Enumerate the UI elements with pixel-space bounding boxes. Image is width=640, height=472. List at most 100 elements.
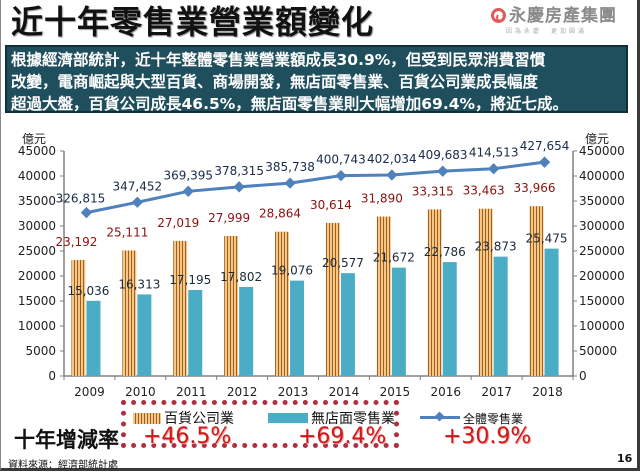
line-marker-total-retail <box>487 163 500 175</box>
right-axis-tick-label: 300000 <box>579 219 625 233</box>
line-marker-total-retail <box>437 165 449 177</box>
data-label-non-store: 16,313 <box>118 277 160 291</box>
data-label-department-store: 27,999 <box>208 211 250 225</box>
left-axis-tick-label: 30000 <box>18 219 56 233</box>
left-axis-tick-label: 25000 <box>18 244 56 258</box>
line-total-retail <box>86 160 545 215</box>
data-label-total-retail: 409,683 <box>418 148 468 162</box>
x-axis-tick-label: 2013 <box>278 385 309 399</box>
data-label-total-retail: 427,654 <box>520 139 570 153</box>
left-axis-unit: 億元 <box>22 132 46 146</box>
line-marker-total-retail <box>233 181 245 193</box>
logo-text: 永慶房產集團 <box>509 6 617 26</box>
data-label-total-retail: 347,452 <box>113 179 163 193</box>
data-source: 資料來源：經濟部統計處 <box>8 460 118 471</box>
right-axis-unit: 億元 <box>585 132 609 146</box>
legend-item-total-retail: 全體零售業 <box>420 410 523 427</box>
left-axis-tick-label: 10000 <box>18 319 56 333</box>
data-label-non-store: 22,786 <box>424 245 466 259</box>
right-axis-tick-label: 150000 <box>579 294 625 308</box>
x-axis-tick-label: 2018 <box>532 385 563 399</box>
bar-non-store <box>137 294 152 376</box>
bar-non-store <box>544 248 559 376</box>
data-label-department-store: 30,614 <box>310 198 352 212</box>
data-label-department-store: 33,463 <box>463 184 505 198</box>
bar-non-store <box>86 300 101 376</box>
right-axis-tick-label: 200000 <box>579 269 625 283</box>
logo-tagline: 因為永慶 更加圓滿 <box>506 28 588 35</box>
right-axis-tick-label: 100000 <box>579 319 625 333</box>
data-label-department-store: 31,890 <box>361 192 403 206</box>
data-label-non-store: 19,076 <box>271 264 313 278</box>
right-axis-tick-label: 450000 <box>579 144 625 158</box>
data-label-non-store: 17,802 <box>220 270 262 284</box>
legend-item-non-store: 無店面零售業 <box>268 408 395 428</box>
legend-item-department-store: 百貨公司業 <box>133 408 234 428</box>
x-axis-tick-label: 2017 <box>481 385 512 399</box>
x-axis-tick-label: 2009 <box>74 385 105 399</box>
right-axis-tick-label: 350000 <box>579 194 625 208</box>
left-axis-tick-label: 35000 <box>18 194 56 208</box>
growth-rate-department-store: +46.5% <box>143 424 232 449</box>
highlight-box <box>121 400 399 448</box>
right-axis-tick-label: 250000 <box>579 244 625 258</box>
x-axis-tick-label: 2011 <box>176 385 207 399</box>
legend-swatch-striped <box>133 413 161 424</box>
summary-box: 根據經濟部統計，近十年整體零售業營業額成長30.9%，但受到民眾消費習慣 改變，… <box>5 45 628 113</box>
line-marker-total-retail <box>538 156 551 168</box>
summary-line: 根據經濟部統計，近十年整體零售業營業額成長30.9%，但受到民眾消費習慣 <box>11 51 546 69</box>
data-label-total-retail: 385,738 <box>265 160 315 174</box>
data-label-non-store: 25,475 <box>526 232 568 246</box>
legend-line-marker <box>420 416 460 419</box>
bar-department-store <box>122 250 137 376</box>
right-axis-tick-label: 400000 <box>579 169 625 183</box>
data-label-department-store: 28,864 <box>259 207 301 221</box>
legend-label: 百貨公司業 <box>164 411 234 427</box>
line-marker-total-retail <box>386 169 398 181</box>
right-axis-tick-label: 0 <box>579 369 587 383</box>
data-label-department-store: 33,315 <box>412 184 454 198</box>
bar-non-store <box>493 256 508 376</box>
bar-department-store <box>325 222 340 376</box>
bar-non-store <box>442 262 457 376</box>
data-label-total-retail: 400,743 <box>316 153 366 167</box>
page-number: 16 <box>617 452 633 465</box>
left-axis-tick-label: 45000 <box>18 144 56 158</box>
x-axis-tick-label: 2010 <box>125 385 156 399</box>
logo-icon <box>491 8 506 23</box>
line-marker-total-retail <box>335 169 347 182</box>
bar-department-store <box>376 216 391 376</box>
line-marker-total-retail <box>80 206 93 219</box>
x-axis-tick-label: 2012 <box>227 385 258 399</box>
bar-non-store <box>340 273 355 376</box>
bar-non-store <box>391 267 406 376</box>
bar-department-store <box>224 236 239 376</box>
x-axis-tick-label: 2016 <box>430 385 461 399</box>
growth-rate-non-store: +69.4% <box>298 424 387 449</box>
left-axis-tick-label: 0 <box>48 369 56 383</box>
bar-department-store <box>173 240 188 376</box>
growth-rate-title: 十年增減率 <box>14 428 119 452</box>
left-axis-tick-label: 5000 <box>25 344 56 358</box>
data-label-total-retail: 378,315 <box>214 164 264 178</box>
data-label-non-store: 17,195 <box>169 273 211 287</box>
legend-label: 無店面零售業 <box>311 411 395 427</box>
data-label-non-store: 21,672 <box>373 251 415 265</box>
growth-rate-total-retail: +30.9% <box>443 424 532 449</box>
bar-department-store <box>275 231 290 376</box>
bar-department-store <box>478 208 493 376</box>
left-axis-tick-label: 20000 <box>18 269 56 283</box>
x-axis-tick-label: 2015 <box>380 385 411 399</box>
company-logo: 永慶房產集團 <box>491 6 617 26</box>
summary-line: 改變，電商崛起與大型百貨、商場開發，無店面零售業、百貨公司業成長幅度 <box>11 73 539 91</box>
legend-label: 全體零售業 <box>463 412 524 426</box>
left-axis-tick-label: 15000 <box>18 294 56 308</box>
data-label-non-store: 23,873 <box>475 240 517 254</box>
data-label-department-store: 27,019 <box>157 216 199 230</box>
summary-line: 超過大盤，百貨公司成長46.5%，無店面零售業則大幅增加69.4%，將近七成。 <box>11 95 569 113</box>
data-label-total-retail: 326,815 <box>56 192 106 206</box>
line-marker-total-retail <box>131 196 144 208</box>
left-axis-tick-label: 40000 <box>18 169 56 183</box>
bar-department-store <box>71 260 86 376</box>
